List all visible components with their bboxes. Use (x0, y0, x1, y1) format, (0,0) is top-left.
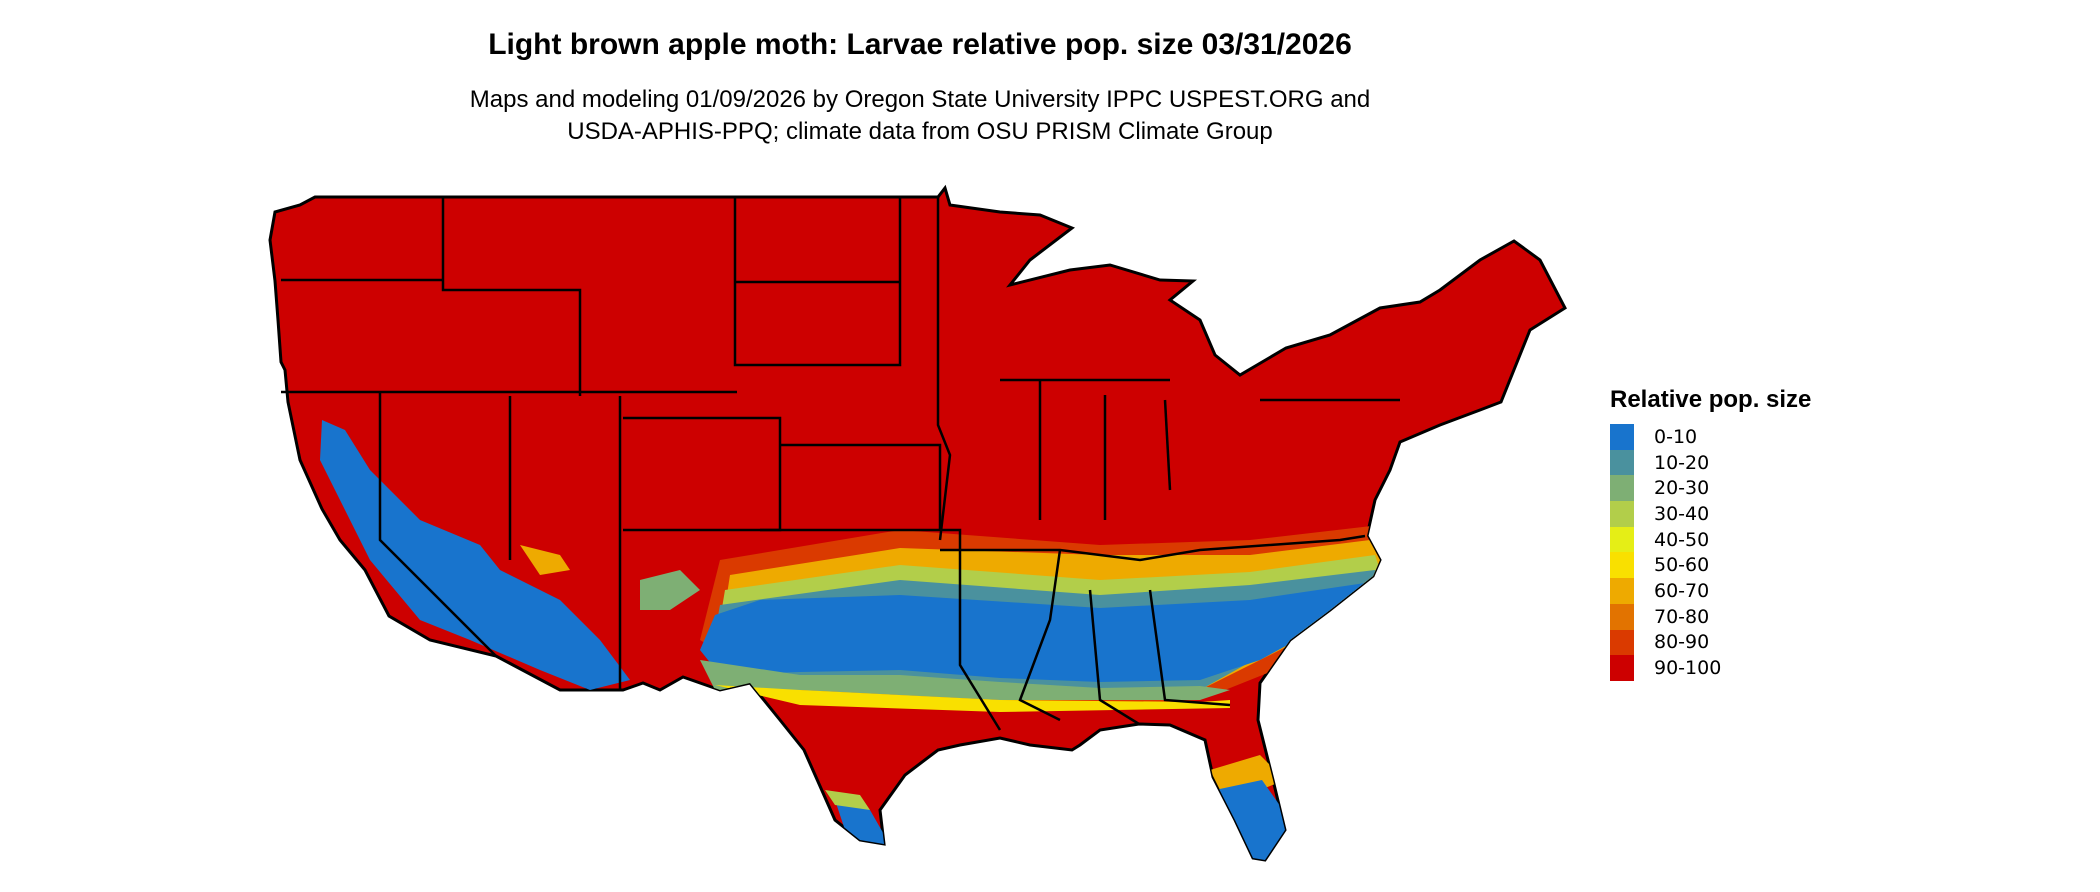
band-florida-0-10 (1215, 780, 1290, 860)
legend-swatch (1610, 603, 1634, 630)
legend-item: 30-40 (1610, 501, 1811, 527)
legend-item: 60-70 (1610, 578, 1811, 604)
legend-swatch (1610, 475, 1634, 502)
legend-swatch (1610, 526, 1634, 553)
band-south-50-60 (715, 685, 1230, 712)
legend-label: 60-70 (1654, 579, 1710, 602)
legend-label: 40-50 (1654, 528, 1710, 551)
legend-title: Relative pop. size (1610, 386, 1812, 413)
legend-label: 80-90 (1654, 631, 1710, 654)
map-title: Light brown apple moth: Larvae relative … (488, 28, 1352, 61)
band-southwest-20-30 (640, 570, 700, 610)
legend-item: 70-80 (1610, 603, 1811, 630)
legend: Relative pop. size 0-10 10-20 20-30 30-40 40… (1610, 386, 1811, 681)
legend-label: 10-20 (1654, 451, 1710, 474)
legend-label: 0-10 (1654, 425, 1698, 448)
band-southwest-0-10 (320, 420, 630, 690)
map-subtitle-line-1: Maps and modeling 01/09/2026 by Oregon S… (469, 86, 1371, 113)
legend-swatch (1610, 552, 1634, 579)
legend-item: 50-60 (1610, 552, 1811, 579)
legend-swatch (1610, 449, 1634, 476)
legend-item: 90-100 (1610, 655, 1811, 681)
band-0-10 (700, 582, 1372, 682)
legend-item: 0-10 (1610, 424, 1811, 450)
legend-swatch (1610, 501, 1634, 527)
legend-label: 20-30 (1654, 477, 1710, 500)
legend-item: 80-90 (1610, 629, 1811, 656)
legend-label: 90-100 (1654, 657, 1722, 680)
legend-swatch (1610, 424, 1634, 450)
legend-swatch (1610, 578, 1634, 604)
legend-label: 50-60 (1654, 554, 1710, 577)
state-borders (281, 197, 1400, 731)
band-southwest-60-70 (520, 545, 570, 575)
legend-item: 10-20 (1610, 449, 1811, 476)
band-texas-30-40 (825, 790, 870, 810)
legend-swatch (1610, 629, 1634, 656)
band-florida-60-70 (1210, 755, 1285, 790)
legend-item: 40-50 (1610, 526, 1811, 553)
legend-swatch (1610, 655, 1634, 681)
legend-label: 30-40 (1654, 502, 1710, 525)
legend-item: 20-30 (1610, 475, 1811, 502)
band-south-20-30 (700, 660, 1230, 700)
map-subtitle-line-2: USDA-APHIS-PPQ; climate data from OSU PR… (567, 118, 1273, 145)
legend-label: 70-80 (1654, 605, 1710, 628)
